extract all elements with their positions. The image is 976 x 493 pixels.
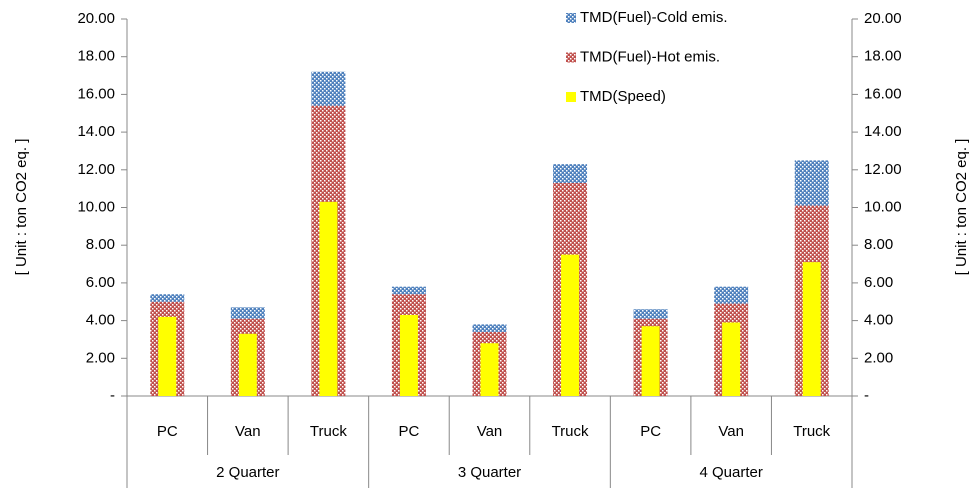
legend-label: TMD(Speed) [580, 88, 666, 105]
bar [480, 343, 499, 396]
x-tick-label: Truck [552, 423, 589, 440]
y2-tick-label: 12.00 [864, 161, 902, 178]
y2-axis-title: [ Unit : ton CO2 eq. ] [953, 139, 970, 276]
x-tick-label: PC [157, 423, 178, 440]
y2-tick-label: 6.00 [864, 274, 893, 291]
legend-label: TMD(Fuel)-Cold emis. [580, 9, 728, 26]
y-axis-title: [ Unit : ton CO2 eq. ] [13, 139, 30, 276]
y-tick-label: 12.00 [77, 161, 115, 178]
legend-swatch [566, 13, 576, 23]
bar-segment [150, 294, 185, 302]
y-tick-label: 8.00 [86, 236, 115, 253]
legend-label: TMD(Fuel)-Hot emis. [580, 48, 720, 65]
x-group-label: 3 Quarter [458, 464, 521, 481]
y-tick-label: 14.00 [77, 123, 115, 140]
y2-tick-label: 10.00 [864, 198, 902, 215]
bar [641, 326, 660, 396]
y-tick-label: 16.00 [77, 85, 115, 102]
y2-tick-label: 20.00 [864, 10, 902, 27]
y-tick-label: 18.00 [77, 48, 115, 65]
x-tick-label: Van [235, 423, 261, 440]
bar [238, 333, 257, 396]
x-tick-label: PC [399, 423, 420, 440]
y-tick-label: 4.00 [86, 312, 115, 329]
bar [319, 201, 338, 396]
y2-tick-label: 18.00 [864, 48, 902, 65]
x-group-label: 2 Quarter [216, 464, 279, 481]
y-tick-label: 20.00 [77, 10, 115, 27]
bar [722, 322, 741, 396]
legend-swatch [566, 52, 576, 63]
bar-segment [391, 286, 426, 295]
x-tick-label: PC [640, 423, 661, 440]
x-group-label: 4 Quarter [699, 464, 762, 481]
bar-segment [230, 307, 265, 319]
bar [158, 316, 177, 396]
y-tick-label: 10.00 [77, 198, 115, 215]
bar-segment [794, 160, 829, 206]
bar-segment [311, 71, 346, 106]
x-tick-label: Truck [793, 423, 830, 440]
bar-segment [472, 324, 507, 332]
bar-segment [633, 309, 668, 319]
bar [561, 254, 580, 396]
y2-tick-label: 14.00 [864, 123, 902, 140]
y-tick-label: 6.00 [86, 274, 115, 291]
y2-tick-label: 4.00 [864, 312, 893, 329]
y-tick-label: - [110, 387, 115, 404]
y2-tick-label: 2.00 [864, 349, 893, 366]
bar [399, 314, 418, 396]
bar-segment [553, 164, 588, 183]
x-tick-label: Truck [310, 423, 347, 440]
y2-tick-label: 16.00 [864, 85, 902, 102]
y2-tick-label: 8.00 [864, 236, 893, 253]
bar-segment [714, 286, 749, 304]
bar [802, 262, 821, 396]
legend-swatch [566, 92, 576, 102]
y-tick-label: 2.00 [86, 349, 115, 366]
x-tick-label: Van [477, 423, 503, 440]
y2-tick-label: - [864, 387, 869, 404]
x-tick-label: Van [718, 423, 744, 440]
